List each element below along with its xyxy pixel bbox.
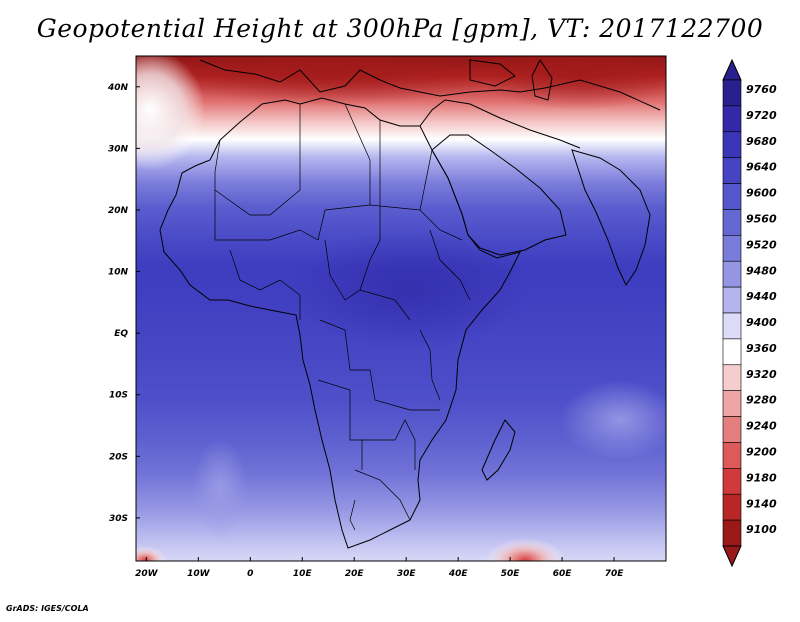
colorbar-level-label: 9680 [746, 135, 777, 148]
colorbar-swatch [722, 519, 742, 547]
y-tick-label: 10S [109, 391, 128, 401]
latitude-axis: 40N 30N 20N 10N EQ 10S 20S 30S [107, 83, 140, 524]
x-tick-label: 10W [187, 569, 211, 579]
colorbar-level-label: 9560 [746, 213, 777, 226]
colorbar-swatch [722, 390, 742, 417]
footer-credit: GrADS: IGES/COLA [6, 604, 89, 613]
x-tick-label: 40E [448, 569, 469, 579]
colorbar-swatch [722, 442, 742, 469]
colorbar-swatch [722, 468, 742, 495]
colorbar-swatch [722, 260, 742, 288]
colorbar-swatch [722, 157, 742, 184]
colorbar-swatch [722, 493, 742, 521]
y-tick-label: 40N [107, 83, 129, 93]
x-tick-label: 20W [135, 569, 159, 579]
colorbar-level-label: 9280 [746, 394, 777, 407]
coastlines [159, 59, 661, 549]
colorbar-level-label: 9200 [746, 446, 777, 459]
y-tick-label: 10N [108, 268, 129, 278]
colorbar-swatch [722, 105, 742, 133]
colorbar-level-label: 9480 [746, 264, 777, 277]
colorbar-swatch [722, 79, 742, 107]
colorbar-level-label: 9640 [746, 161, 777, 174]
x-tick-label: 70E [605, 569, 625, 579]
colorbar-level-label: 9720 [746, 109, 777, 122]
colorbar-swatch [722, 312, 742, 340]
colorbar-swatch [722, 235, 742, 262]
colorbar-level-label: 9760 [746, 83, 777, 96]
colorbar-level-label: 9520 [746, 238, 777, 251]
x-tick-label: 60E [553, 569, 573, 579]
colorbar-level-label: 9320 [746, 368, 777, 381]
colorbar-level-label: 9440 [746, 290, 777, 303]
x-tick-label: 30E [397, 569, 417, 579]
map-title: Geopotential Height at 300hPa [gpm], VT:… [36, 14, 764, 43]
longitude-axis: 20W 10W 0 10E 20E 30E 40E 50E 60E 70E [135, 557, 624, 579]
colorbar: 9760 9720 9680 9640 9600 9560 9520 9480 9440 9400… [722, 58, 777, 568]
colorbar-level-label: 9100 [746, 523, 777, 536]
y-tick-label: 20S [109, 452, 128, 462]
colorbar-swatch [722, 183, 742, 210]
colorbar-level-label: 9600 [746, 187, 777, 200]
colorbar-min-arrow [722, 545, 742, 568]
country-borders [214, 103, 471, 531]
colorbar-swatch [722, 338, 742, 366]
colorbar-level-label: 9180 [746, 471, 777, 484]
colorbar-level-label: 9360 [746, 342, 777, 355]
x-tick-label: 20E [345, 569, 365, 579]
x-tick-label: 50E [501, 569, 521, 579]
colorbar-swatch [722, 286, 742, 314]
x-tick-label: 0 [247, 569, 253, 579]
colorbar-swatch [722, 416, 742, 443]
colorbar-level-label: 9140 [746, 497, 777, 510]
colorbar-swatch [722, 131, 742, 158]
colorbar-max-arrow [722, 58, 742, 81]
colorbar-level-label: 9240 [746, 420, 777, 433]
geopotential-field [136, 56, 666, 561]
map-frame [135, 55, 667, 562]
colorbar-level-label: 9400 [746, 316, 777, 329]
colorbar-swatch [722, 364, 742, 391]
y-tick-label: 30N [108, 144, 129, 154]
colorbar-swatch [722, 209, 742, 236]
y-tick-label: 30S [109, 514, 128, 524]
x-tick-label: 10E [293, 569, 313, 579]
y-tick-label: 20N [108, 206, 129, 216]
y-tick-label: EQ [114, 329, 128, 339]
